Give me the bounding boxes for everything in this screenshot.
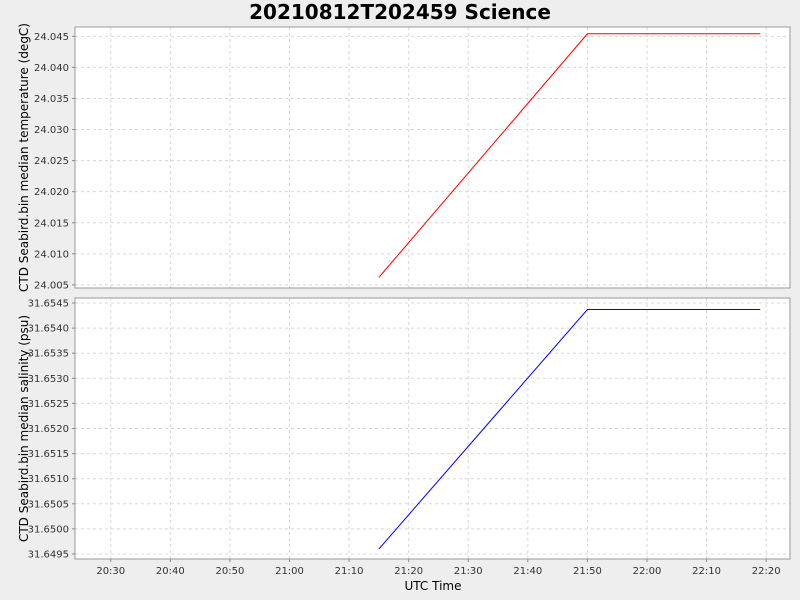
y-tick-label: 31.6540 bbox=[28, 324, 69, 335]
x-tick-label: 21:40 bbox=[513, 566, 542, 577]
y-tick-label: 24.020 bbox=[34, 187, 69, 198]
x-tick-label: 22:10 bbox=[692, 566, 721, 577]
x-tick-label: 21:20 bbox=[394, 566, 423, 577]
y-axis-label: CTD Seabird.bin median temperature (degC… bbox=[17, 23, 31, 292]
y-tick-label: 24.035 bbox=[34, 94, 69, 105]
y-tick-label: 31.6530 bbox=[28, 374, 69, 385]
plot-area bbox=[75, 27, 790, 288]
y-tick-label: 24.040 bbox=[34, 63, 69, 74]
y-tick-label: 31.6510 bbox=[28, 474, 69, 485]
y-tick-label: 24.015 bbox=[34, 218, 69, 229]
y-tick-label: 24.045 bbox=[34, 32, 69, 43]
plot-border bbox=[74, 26, 791, 289]
y-tick-label: 31.6495 bbox=[28, 549, 69, 560]
x-tick-label: 20:30 bbox=[96, 566, 125, 577]
y-tick-label: 31.6520 bbox=[28, 424, 69, 435]
y-tick-label: 24.005 bbox=[34, 280, 69, 291]
chart-title: 20210812T202459 Science bbox=[249, 0, 551, 24]
y-tick-label: 24.030 bbox=[34, 125, 69, 136]
y-tick-label: 31.6515 bbox=[28, 449, 69, 460]
x-tick-label: 22:20 bbox=[752, 566, 781, 577]
plot-border bbox=[74, 297, 791, 560]
y-axis-label: CTD Seabird.bin median salinity (psu) bbox=[17, 315, 31, 542]
panel-salinity: 31.6495 31.6500 31.6505 31.6510 31.6515 31.65… bbox=[17, 297, 791, 577]
y-tick-label: 24.025 bbox=[34, 156, 69, 167]
x-tick-label: 21:50 bbox=[573, 566, 602, 577]
plot-panels: 24.005 24.010 24.015 24.020 24.025 24.030 24.0… bbox=[17, 23, 791, 577]
x-tick-label: 20:50 bbox=[216, 566, 245, 577]
x-tick-label: 21:10 bbox=[335, 566, 364, 577]
y-tick-label: 31.6500 bbox=[28, 524, 69, 535]
y-tick-label: 31.6505 bbox=[28, 499, 69, 510]
y-tick-label: 31.6535 bbox=[28, 349, 69, 360]
series-line-salinity bbox=[378, 309, 761, 550]
series-line-temperature bbox=[378, 33, 761, 278]
x-axis-label: UTC Time bbox=[405, 579, 462, 593]
x-tick-label: 21:30 bbox=[454, 566, 483, 577]
y-tick-label: 24.010 bbox=[34, 249, 69, 260]
x-tick-label: 22:00 bbox=[633, 566, 662, 577]
y-tick-label: 31.6525 bbox=[28, 399, 69, 410]
y-tick-label: 31.6545 bbox=[28, 299, 69, 310]
x-tick-label: 21:00 bbox=[275, 566, 304, 577]
panel-temperature: 24.005 24.010 24.015 24.020 24.025 24.030 24.0… bbox=[17, 23, 791, 292]
x-tick-label: 20:40 bbox=[156, 566, 185, 577]
